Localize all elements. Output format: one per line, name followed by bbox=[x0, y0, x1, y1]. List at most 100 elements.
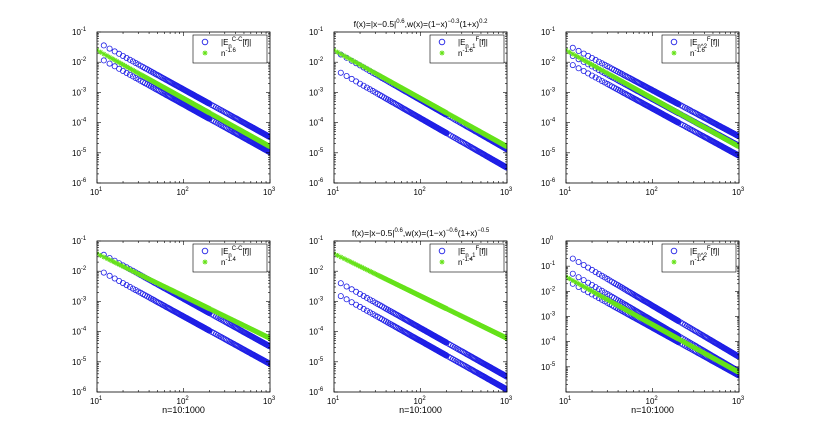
data-point bbox=[585, 70, 592, 77]
data-point bbox=[595, 270, 602, 277]
y-tick-label: 10-5 bbox=[72, 148, 87, 158]
y-tick-label: 10-5 bbox=[72, 357, 87, 367]
y-tick-label: 10-4 bbox=[541, 118, 556, 128]
data-point bbox=[386, 97, 393, 104]
y-tick-label: 10-2 bbox=[309, 57, 324, 67]
data-point bbox=[111, 48, 118, 55]
y-tick-label: 10-6 bbox=[72, 178, 87, 188]
x-axis-label: n=10:1000 bbox=[399, 405, 442, 415]
subplot-0-1: 10-6 10-5 10-4 10-3 10-2 10-1 101 102 103 f(x)=|x… bbox=[309, 19, 513, 197]
y-tick-label: 10-1 bbox=[541, 27, 556, 37]
data-point bbox=[334, 47, 337, 53]
legend-circle-marker bbox=[670, 38, 678, 46]
data-point bbox=[356, 290, 363, 297]
y-tick-label: 10-3 bbox=[541, 87, 556, 97]
data-point bbox=[580, 261, 587, 268]
data-point bbox=[120, 280, 127, 287]
x-tick-label: 102 bbox=[646, 187, 659, 197]
data-point bbox=[585, 264, 592, 271]
legend-star-marker bbox=[671, 50, 677, 56]
x-tick-label: 103 bbox=[500, 187, 513, 197]
y-tick-label: 10-5 bbox=[541, 148, 556, 158]
data-point bbox=[592, 269, 599, 276]
subplot-title: f(x)=|x−0.5|0.6,w(x)=(1−x)−0.3(1+x)0.2 bbox=[354, 19, 488, 29]
legend-label: |En_1F[f]| bbox=[458, 37, 488, 50]
legend-circle-marker bbox=[201, 247, 209, 255]
data-points bbox=[566, 255, 739, 379]
data-point bbox=[353, 288, 360, 295]
legend: |En_1F[f]|n-1.4 bbox=[429, 243, 505, 273]
data-point bbox=[116, 50, 123, 57]
subplot-1-0: 10-6 10-5 10-4 10-3 10-2 10-1 101 102 103 n=10:10… bbox=[72, 236, 276, 415]
data-point bbox=[592, 74, 599, 81]
data-point bbox=[116, 65, 123, 72]
data-point bbox=[566, 47, 569, 53]
y-tick-label: 10-6 bbox=[72, 387, 87, 397]
data-point bbox=[363, 84, 370, 91]
data-point bbox=[687, 324, 694, 331]
data-point bbox=[348, 75, 355, 82]
x-tick-label: 101 bbox=[90, 396, 103, 406]
y-tick-label: 10-3 bbox=[72, 296, 87, 306]
x-tick-label: 102 bbox=[414, 187, 427, 197]
legend-label: n-1.6 bbox=[458, 48, 473, 58]
data-points bbox=[97, 42, 270, 156]
y-tick-label: 10-3 bbox=[72, 87, 87, 97]
legend-box bbox=[192, 243, 268, 273]
subplot-0-2: 10-6 10-5 10-4 10-3 10-2 10-1 101 102 103 |En^2F[… bbox=[541, 27, 745, 197]
data-point bbox=[690, 326, 697, 333]
subplot-0-0: 10-6 10-5 10-4 10-3 10-2 10-1 101 102 103 |EnC-C[… bbox=[72, 27, 276, 197]
data-point bbox=[366, 296, 373, 303]
data-point bbox=[356, 80, 363, 87]
data-point bbox=[567, 276, 573, 282]
data-point bbox=[335, 252, 341, 258]
data-point bbox=[569, 62, 576, 69]
data-point bbox=[618, 284, 625, 291]
data-point bbox=[595, 76, 602, 83]
legend-label: n-1.6 bbox=[221, 48, 236, 58]
data-point bbox=[126, 71, 133, 78]
x-tick-label: 101 bbox=[327, 187, 340, 197]
data-point bbox=[575, 47, 582, 54]
y-tick-label: 10-3 bbox=[309, 296, 324, 306]
data-point bbox=[567, 49, 573, 55]
y-tick-label: 10-1 bbox=[309, 236, 324, 246]
data-point bbox=[126, 56, 133, 63]
data-point bbox=[580, 277, 587, 284]
data-point bbox=[337, 293, 344, 300]
y-tick-label: 10-2 bbox=[72, 57, 87, 67]
data-point bbox=[595, 58, 602, 65]
x-tick-label: 103 bbox=[263, 187, 276, 197]
data-point bbox=[592, 284, 599, 291]
data-point bbox=[97, 251, 100, 257]
data-point bbox=[97, 47, 100, 53]
x-tick-label: 103 bbox=[263, 396, 276, 406]
data-point bbox=[566, 274, 569, 280]
y-tick-label: 10-4 bbox=[309, 118, 324, 128]
x-tick-label: 103 bbox=[500, 396, 513, 406]
legend-label: |EnC-C[f]| bbox=[221, 246, 251, 259]
data-point bbox=[575, 65, 582, 72]
legend-label: n-1.4 bbox=[458, 257, 473, 267]
data-point bbox=[589, 55, 596, 62]
legend: |EnC-C[f]|n-1.6 bbox=[192, 34, 268, 64]
legend-circle-marker bbox=[438, 247, 446, 255]
data-point bbox=[360, 305, 367, 312]
data-point bbox=[356, 303, 363, 310]
data-point bbox=[348, 286, 355, 293]
data-point bbox=[129, 285, 136, 292]
data-point bbox=[363, 307, 370, 314]
x-tick-label: 101 bbox=[559, 187, 572, 197]
legend-label: |En^2F[f]| bbox=[690, 37, 719, 50]
data-point bbox=[343, 283, 350, 290]
y-tick-label: 10-2 bbox=[72, 266, 87, 276]
legend-star-marker bbox=[202, 259, 208, 265]
legend-circle-marker bbox=[438, 38, 446, 46]
x-tick-label: 102 bbox=[177, 396, 190, 406]
data-point bbox=[592, 56, 599, 63]
x-tick-label: 101 bbox=[327, 396, 340, 406]
y-tick-label: 10-4 bbox=[72, 327, 87, 337]
data-point bbox=[348, 299, 355, 306]
legend-label: n-1.4 bbox=[221, 257, 236, 267]
